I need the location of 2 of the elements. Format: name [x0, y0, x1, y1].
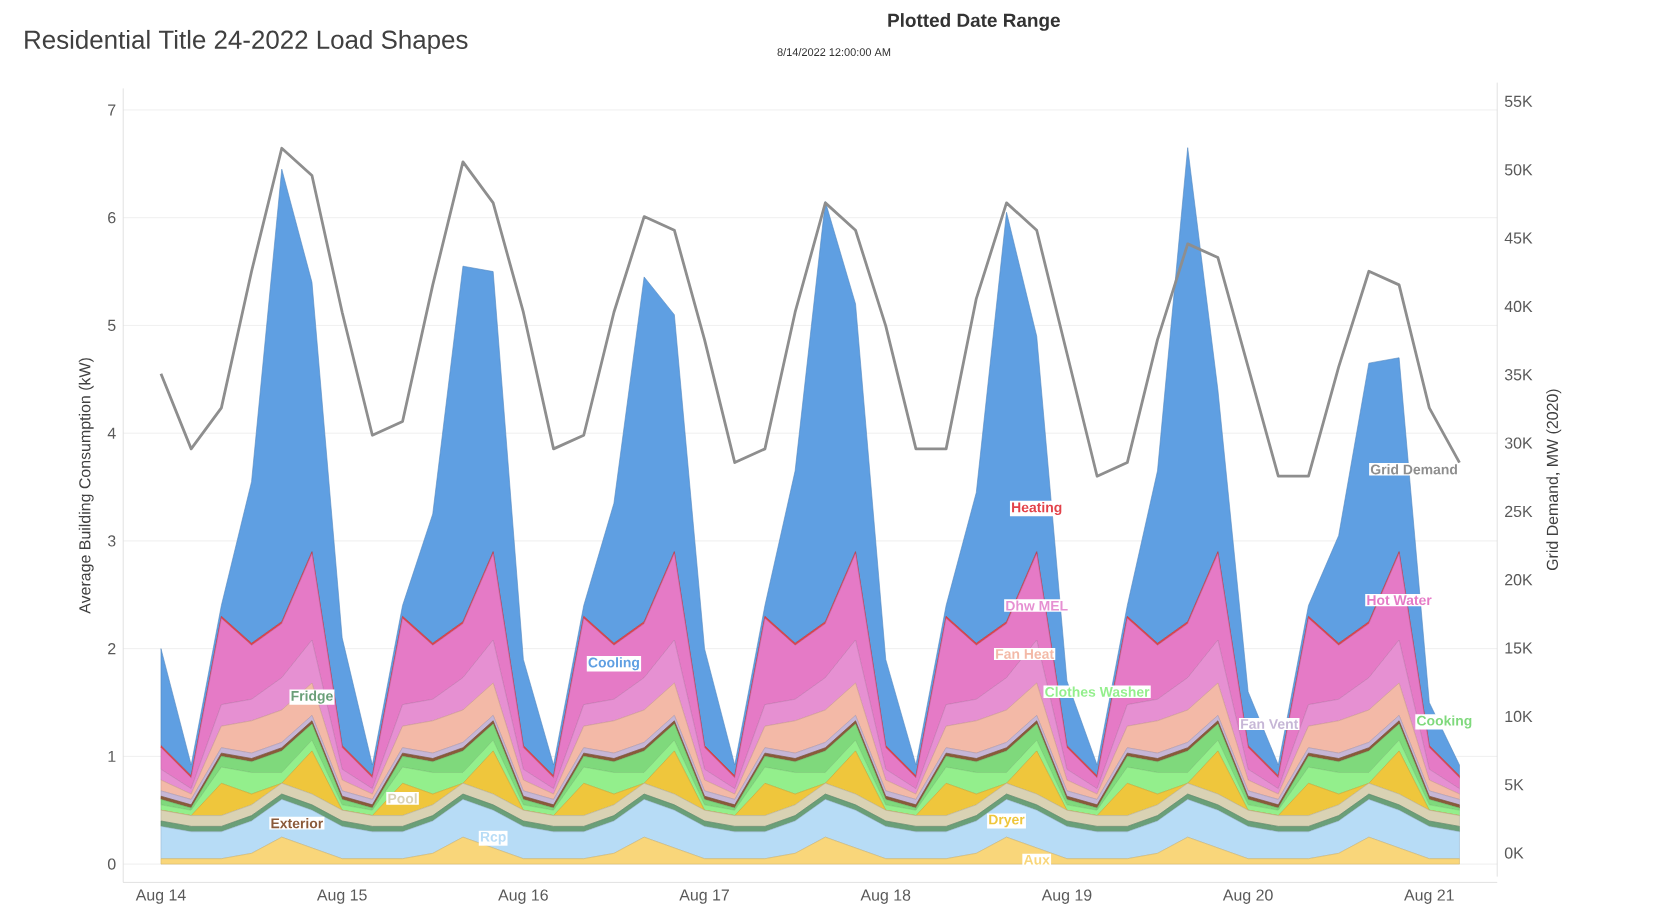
chart-title: Residential Title 24-2022 Load Shapes [25, 29, 468, 55]
text: Plotted Date Range [888, 13, 1060, 31]
